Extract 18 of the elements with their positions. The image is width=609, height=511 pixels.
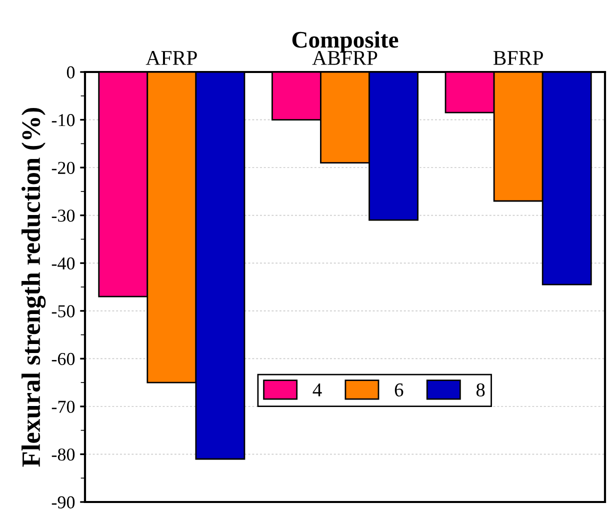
y-tick-label: -20 [52,162,75,174]
x-tick-label: ABFRP [312,51,378,65]
legend-label: 8 [476,383,485,396]
x-tick-label: BFRP [493,51,543,65]
y-axis-title: Flexural strength reduction (%) [22,108,46,467]
y-tick-label: -50 [52,305,75,318]
x-axis-title: Composite [292,31,398,53]
y-tick-label: -70 [52,400,75,413]
x-tick-label: AFRP [146,51,197,65]
y-tick-label: -80 [52,448,75,461]
y-tick-label: 0 [66,66,75,78]
y-tick-label: -60 [52,352,75,366]
y-tick-label: -30 [52,210,75,222]
y-tick-label: -90 [52,496,75,508]
y-tick-label: -10 [52,114,75,126]
legend-label: 6 [394,383,404,396]
y-tick-label: -40 [52,257,75,270]
legend-label: 4 [312,384,322,396]
